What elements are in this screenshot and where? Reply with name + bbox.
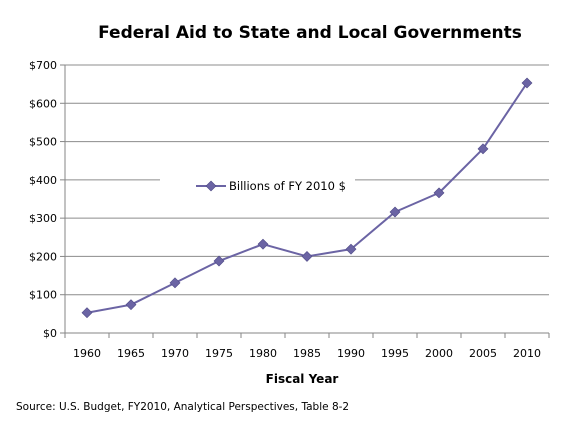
x-tick-label: 1990 xyxy=(337,347,365,360)
legend-background xyxy=(160,174,355,196)
chart-title: Federal Aid to State and Local Governmen… xyxy=(98,23,522,43)
series-billions xyxy=(81,77,533,319)
data-point-marker xyxy=(389,206,401,218)
x-tick-label: 1970 xyxy=(161,347,189,360)
x-tick-label: 1975 xyxy=(205,347,233,360)
source-note: Source: U.S. Budget, FY2010, Analytical … xyxy=(16,401,349,413)
x-tick-label: 1985 xyxy=(293,347,321,360)
data-point-marker xyxy=(433,187,445,199)
x-tick-label: 1965 xyxy=(117,347,145,360)
legend-label: Billions of FY 2010 $ xyxy=(229,179,346,193)
data-point-marker xyxy=(477,143,489,155)
legend: Billions of FY 2010 $ xyxy=(160,174,355,196)
x-tick-label: 2005 xyxy=(469,347,497,360)
y-tick-label: $400 xyxy=(29,174,57,187)
y-tick-label: $100 xyxy=(29,289,57,302)
legend-marker xyxy=(205,180,217,192)
data-point-marker xyxy=(345,243,357,255)
x-tick-label: 1960 xyxy=(73,347,101,360)
y-tick-label: $0 xyxy=(43,327,57,340)
x-tick-label: 2000 xyxy=(425,347,453,360)
data-point-marker xyxy=(169,277,181,289)
data-point-marker xyxy=(257,238,269,250)
axes xyxy=(60,64,550,338)
series-line xyxy=(86,82,528,314)
y-tick-labels: $0 $100 $200 $300 $400 $500 $600 $700 xyxy=(29,59,57,340)
x-tick-label: 2010 xyxy=(513,347,541,360)
data-point-marker xyxy=(301,251,313,262)
gridlines xyxy=(65,64,549,296)
y-tick-label: $200 xyxy=(29,250,57,263)
data-point-marker xyxy=(81,307,93,319)
y-tick-label: $600 xyxy=(29,97,57,110)
x-axis-title: Fiscal Year xyxy=(266,372,339,386)
data-point-marker xyxy=(521,77,533,89)
y-tick-label: $700 xyxy=(29,59,57,72)
y-tick-label: $300 xyxy=(29,212,57,225)
y-tick-label: $500 xyxy=(29,136,57,149)
x-tick-labels: 1960 1965 1970 1975 1980 1985 1990 1995 2000 2005… xyxy=(73,347,541,360)
x-tick-label: 1995 xyxy=(381,347,409,360)
data-point-marker xyxy=(213,255,225,267)
x-tick-label: 1980 xyxy=(249,347,277,360)
data-point-marker xyxy=(125,299,137,311)
